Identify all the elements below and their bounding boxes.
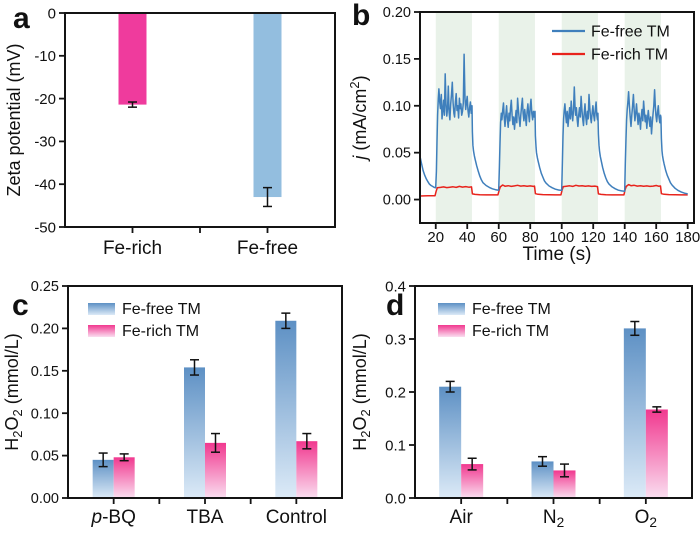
svg-text:Air: Air bbox=[450, 507, 474, 528]
svg-text:Fe-rich TM: Fe-rich TM bbox=[591, 47, 668, 64]
panel-d-label: d bbox=[386, 289, 405, 322]
svg-text:0.1: 0.1 bbox=[385, 437, 406, 454]
svg-text:N2: N2 bbox=[543, 507, 564, 530]
svg-text:-20: -20 bbox=[34, 91, 56, 108]
svg-text:-10: -10 bbox=[34, 48, 56, 65]
svg-text:0.2: 0.2 bbox=[385, 384, 406, 401]
svg-text:120: 120 bbox=[581, 229, 606, 246]
svg-text:-50: -50 bbox=[34, 219, 56, 236]
svg-text:Fe-rich: Fe-rich bbox=[103, 238, 162, 259]
zeta-potential-chart: 0 -10 -20 -30 -40 -50 Fe-rich Fe-free Zeta poten… bbox=[4, 5, 336, 259]
svg-text:Fe-rich TM: Fe-rich TM bbox=[122, 323, 199, 340]
svg-text:160: 160 bbox=[644, 229, 669, 246]
svg-text:0.15: 0.15 bbox=[31, 364, 59, 380]
svg-text:0.10: 0.10 bbox=[383, 99, 411, 115]
svg-text:80: 80 bbox=[522, 229, 539, 246]
svg-text:TBA: TBA bbox=[187, 507, 224, 528]
svg-text:O2: O2 bbox=[635, 507, 657, 530]
svg-text:p-BQ: p-BQ bbox=[90, 507, 135, 528]
svg-text:140: 140 bbox=[612, 229, 637, 246]
svg-text:0.20: 0.20 bbox=[31, 321, 59, 337]
svg-text:0.00: 0.00 bbox=[383, 193, 411, 209]
svg-text:60: 60 bbox=[490, 229, 507, 246]
photocurrent-chart: 0.00 0.05 0.10 0.15 0.20 20 40 60 80 100 120 140 160… bbox=[347, 5, 700, 265]
svg-text:Fe-free TM: Fe-free TM bbox=[591, 24, 670, 41]
scavenger-h2o2-chart: 0.00 0.05 0.10 0.15 0.20 0.25 p-BQ TBA Control H2… bbox=[2, 279, 343, 528]
svg-text:-40: -40 bbox=[34, 176, 56, 193]
panel-c-label: c bbox=[12, 289, 29, 322]
atmosphere-h2o2-chart: 0.0 0.1 0.2 0.3 0.4 Air N2 O2 H2O2 (mmol/L) Fe-fr… bbox=[350, 278, 693, 530]
svg-text:Control: Control bbox=[266, 507, 327, 528]
svg-text:0.05: 0.05 bbox=[383, 146, 411, 162]
panel-a-label: a bbox=[13, 2, 30, 35]
svg-text:0.20: 0.20 bbox=[383, 5, 411, 21]
svg-text:Fe-rich TM: Fe-rich TM bbox=[472, 323, 549, 340]
svg-text:40: 40 bbox=[459, 229, 476, 246]
svg-text:0: 0 bbox=[48, 5, 56, 22]
svg-text:0.05: 0.05 bbox=[31, 449, 59, 465]
svg-text:0.0: 0.0 bbox=[385, 490, 406, 507]
svg-text:Fe-free TM: Fe-free TM bbox=[472, 301, 551, 318]
svg-text:100: 100 bbox=[549, 229, 574, 246]
svg-text:0.00: 0.00 bbox=[31, 491, 59, 507]
svg-text:0.25: 0.25 bbox=[31, 279, 59, 295]
svg-text:Time (s): Time (s) bbox=[523, 244, 592, 265]
svg-text:0.4: 0.4 bbox=[385, 278, 406, 295]
panel-b-label: b bbox=[352, 0, 371, 32]
svg-text:j (mA/cm2): j (mA/cm2) bbox=[347, 75, 370, 162]
svg-text:0.10: 0.10 bbox=[31, 406, 59, 422]
svg-text:20: 20 bbox=[427, 229, 444, 246]
svg-text:0.3: 0.3 bbox=[385, 331, 406, 348]
svg-text:Fe-free: Fe-free bbox=[237, 238, 298, 259]
svg-text:0.15: 0.15 bbox=[383, 52, 411, 68]
svg-text:H2O2 (mmol/L): H2O2 (mmol/L) bbox=[2, 333, 25, 450]
svg-text:H2O2 (mmol/L): H2O2 (mmol/L) bbox=[350, 333, 373, 450]
svg-text:Zeta potential (mV): Zeta potential (mV) bbox=[4, 43, 24, 196]
svg-text:-30: -30 bbox=[34, 134, 56, 151]
svg-text:180: 180 bbox=[675, 229, 700, 246]
svg-text:Fe-free TM: Fe-free TM bbox=[122, 301, 201, 318]
